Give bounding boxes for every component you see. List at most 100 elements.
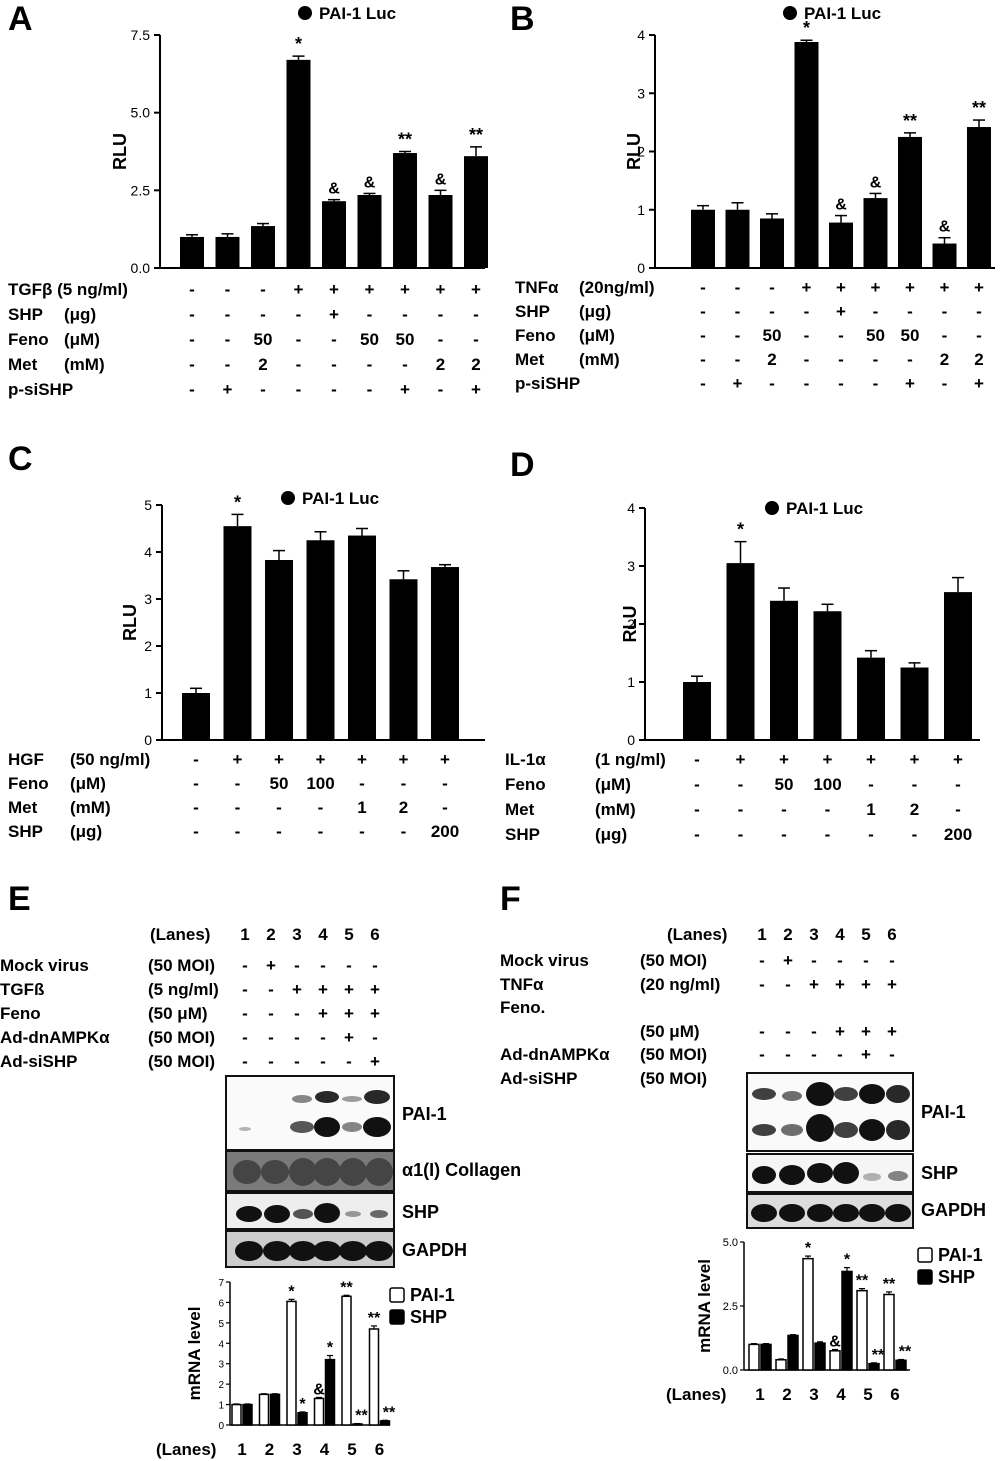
condition-mark: -	[955, 800, 961, 819]
condition-mark: -	[803, 374, 810, 393]
blot-f-label-pai1: PAI-1	[921, 1102, 966, 1122]
condition-mark: -	[837, 951, 843, 970]
condition-mark: 1	[866, 800, 876, 819]
condition-label: Feno.	[500, 998, 546, 1017]
f-mrna-x-tick-label: 4	[836, 1385, 846, 1404]
condition-mark: +	[822, 750, 833, 769]
blot-f-shp	[746, 1153, 914, 1193]
f-mrna-x-tick-label: 3	[809, 1385, 818, 1404]
e-mrna-bar-pai-1	[231, 1403, 242, 1426]
condition-mark: 2	[435, 355, 446, 374]
c-legend-marker	[281, 491, 295, 505]
e-mrna-y-tick-label: 0	[218, 1421, 224, 1432]
condition-mark: +	[357, 750, 367, 769]
condition-label: Feno	[505, 775, 546, 794]
d-y-tick-label: 0	[627, 732, 635, 748]
condition-mark: -	[294, 1028, 300, 1047]
condition-mark: -	[907, 302, 913, 321]
condition-mark: -	[224, 305, 231, 324]
condition-mark: +	[232, 750, 243, 769]
condition-mark: -	[838, 326, 844, 345]
condition-mark: +	[315, 750, 326, 769]
a-significance-mark: &	[328, 181, 340, 198]
condition-mark: -	[346, 956, 352, 975]
e-mrna-significance-mark: **	[355, 1408, 368, 1425]
condition-mark: -	[734, 326, 741, 345]
condition-label: TGFß	[0, 980, 45, 999]
condition-mark: -	[366, 305, 373, 324]
b-significance-mark: &	[870, 174, 882, 191]
e-mrna-y-tick-label: 1	[218, 1401, 224, 1412]
blot-f-pai1-bands	[752, 1082, 910, 1142]
a-significance-mark: &	[364, 174, 376, 191]
condition-mark: -	[700, 350, 706, 369]
e-mrna-x-tick-label: 5	[347, 1440, 356, 1459]
a-bar	[251, 226, 275, 268]
d-bar	[857, 657, 885, 740]
e-mrna-bar-shp	[269, 1393, 281, 1426]
condition-mark: +	[266, 956, 276, 975]
condition-unit: (50 MOI)	[640, 1045, 708, 1064]
condition-mark: -	[803, 350, 810, 369]
d-bar	[813, 611, 842, 740]
condition-mark: +	[783, 951, 793, 970]
b-bar	[794, 41, 819, 268]
f-mrna-bar-shp	[760, 1343, 772, 1371]
panel-letter-c: C	[8, 440, 33, 478]
c-legend-label: PAI-1 Luc	[302, 489, 379, 508]
condition-mark: -	[317, 798, 324, 817]
condition-mark: -	[442, 798, 448, 817]
condition-mark: -	[759, 1045, 765, 1064]
condition-mark: +	[732, 374, 743, 393]
condition-mark: -	[242, 1052, 248, 1071]
d-y-axis-label: RLU	[620, 606, 640, 643]
condition-mark: 200	[430, 822, 460, 841]
condition-mark: +	[939, 278, 950, 297]
condition-mark: -	[868, 775, 874, 794]
a-bar	[357, 194, 382, 268]
condition-mark: +	[809, 974, 819, 994]
condition-unit: (50 ng/ml)	[70, 750, 151, 769]
condition-mark: -	[473, 305, 479, 324]
c-bar	[265, 559, 293, 740]
d-significance-mark: *	[737, 520, 744, 540]
condition-mark: 50	[866, 326, 885, 345]
condition-mark: -	[400, 774, 407, 793]
panel-letter-a: A	[8, 0, 33, 38]
e-mrna-bar-pai-1	[313, 1397, 325, 1426]
d-bar	[944, 592, 972, 740]
condition-mark: -	[785, 1045, 791, 1064]
condition-mark: -	[400, 822, 407, 841]
c-bar	[223, 526, 252, 740]
lane-number: 3	[809, 925, 819, 944]
condition-label: Ad-dnAMPKα	[0, 1028, 110, 1047]
d-legend-marker	[765, 501, 779, 515]
chart-c: 0 1 2 3 4 5 RLU PAI-1 Luc *	[120, 489, 485, 748]
condition-mark: -	[224, 330, 231, 349]
lane-number: 5	[344, 925, 354, 944]
f-mrna-y-tick-label: 0.0	[723, 1365, 738, 1377]
condition-mark: -	[700, 278, 706, 297]
condition-mark: -	[189, 280, 195, 299]
f-mrna-legend-swatch	[917, 1269, 933, 1285]
condition-mark: -	[193, 750, 199, 769]
f-mrna-legend-label: PAI-1	[938, 1245, 983, 1265]
e-mrna-significance-mark: **	[383, 1404, 396, 1421]
condition-mark: +	[398, 750, 409, 769]
e-mrna-bar-pai-1	[368, 1328, 380, 1426]
condition-mark: -	[759, 951, 765, 970]
d-y-tick-label: 4	[627, 500, 635, 516]
f-mrna-significance-mark: **	[872, 1347, 885, 1364]
condition-label: Mock virus	[500, 951, 589, 970]
blot-e-label-shp: SHP	[402, 1202, 440, 1222]
condition-mark: -	[889, 951, 895, 970]
condition-mark: -	[785, 974, 791, 994]
d-bar	[770, 600, 798, 740]
condition-mark: -	[976, 326, 982, 345]
a-significance-mark: **	[398, 130, 412, 150]
a-significance-mark: **	[469, 125, 483, 145]
condition-mark: -	[268, 1052, 274, 1071]
condition-mark: +	[400, 380, 410, 399]
condition-mark: 2	[258, 355, 268, 374]
condition-label: Mock virus	[0, 956, 89, 975]
